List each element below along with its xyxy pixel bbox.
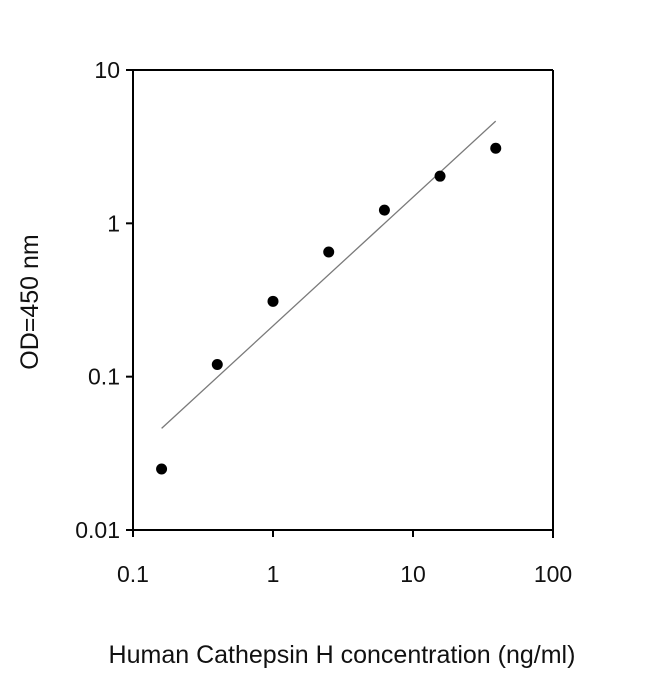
y-axis-title: OD=450 nm (16, 234, 44, 370)
data-points (156, 142, 502, 475)
y-axis-ticks: 0.01 0.1 1 10 (75, 57, 133, 543)
y-tick-label: 10 (94, 57, 120, 83)
data-point (156, 463, 168, 475)
regression-line (161, 120, 497, 429)
x-tick-label: 1 (267, 561, 280, 587)
fit-line (161, 120, 497, 429)
y-tick-label: 0.1 (88, 364, 120, 390)
data-point (323, 246, 335, 258)
y-tick-label: 0.01 (75, 517, 120, 543)
x-tick-label: 0.1 (117, 561, 149, 587)
data-point (434, 170, 446, 182)
y-tick-label: 1 (107, 210, 120, 236)
data-point (211, 359, 223, 371)
data-point (267, 295, 279, 307)
x-tick-label: 100 (534, 561, 572, 587)
x-axis-ticks: 0.1 1 10 100 (117, 530, 572, 587)
x-axis-title: Human Cathepsin H concentration (ng/ml) (109, 641, 576, 669)
plot-frame (126, 69, 554, 538)
data-point (378, 204, 390, 216)
x-tick-label: 10 (400, 561, 426, 587)
data-point (490, 142, 502, 154)
